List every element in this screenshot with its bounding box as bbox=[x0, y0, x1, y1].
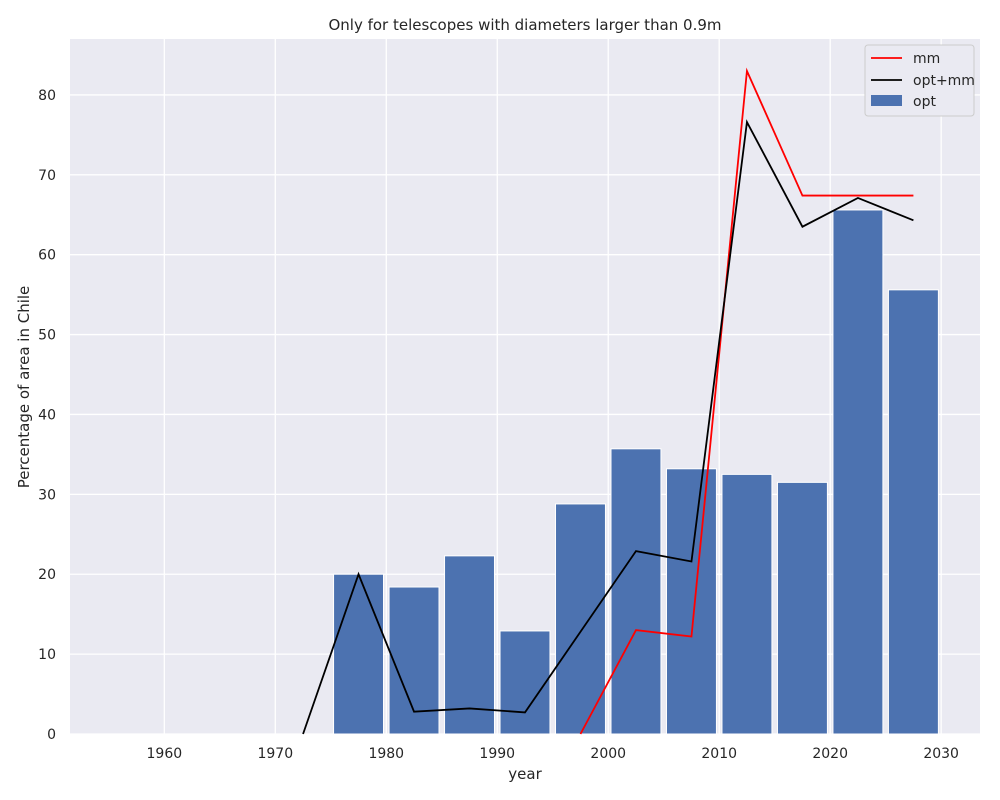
y-tick-label: 0 bbox=[47, 727, 56, 743]
x-tick-label: 2030 bbox=[923, 746, 959, 762]
x-tick-label: 1980 bbox=[368, 746, 404, 762]
bar-opt bbox=[610, 448, 662, 735]
y-tick-label: 10 bbox=[38, 647, 56, 663]
legend-swatch-opt bbox=[871, 95, 902, 106]
bar-opt bbox=[887, 289, 939, 735]
x-axis-label: year bbox=[508, 765, 542, 783]
bar-opt bbox=[555, 503, 606, 735]
y-tick-label: 30 bbox=[38, 487, 56, 503]
y-tick-label: 60 bbox=[38, 248, 56, 264]
legend: mm opt+mm opt bbox=[864, 44, 975, 117]
legend-label-opt: opt bbox=[913, 94, 936, 110]
y-axis-ticks: 0 10 20 30 40 50 60 70 80 bbox=[38, 88, 56, 743]
legend-label-opt-mm: opt+mm bbox=[913, 73, 975, 89]
y-tick-label: 40 bbox=[38, 407, 56, 423]
x-tick-label: 2020 bbox=[812, 746, 848, 762]
x-tick-label: 1970 bbox=[257, 746, 293, 762]
y-axis-label: Percentage of area in Chile bbox=[15, 286, 33, 489]
y-tick-label: 20 bbox=[38, 567, 56, 583]
bar-opt bbox=[499, 630, 551, 735]
x-tick-label: 2010 bbox=[701, 746, 737, 762]
y-tick-label: 80 bbox=[38, 88, 56, 104]
legend-label-mm: mm bbox=[913, 51, 940, 67]
line-series bbox=[302, 67, 914, 735]
bar-opt bbox=[721, 473, 773, 735]
y-tick-label: 70 bbox=[38, 168, 56, 184]
bar-opt bbox=[665, 468, 717, 735]
bar-opt bbox=[333, 573, 385, 735]
plot-area bbox=[70, 39, 980, 734]
x-tick-label: 1990 bbox=[479, 746, 515, 762]
bar-opt bbox=[776, 481, 828, 735]
bar-series-opt bbox=[333, 209, 939, 735]
bar-opt bbox=[444, 555, 495, 735]
line-opt-mm bbox=[302, 119, 914, 735]
bar-opt bbox=[832, 209, 884, 735]
x-axis-ticks: 1960 1970 1980 1990 2000 2010 2020 2030 bbox=[147, 746, 959, 762]
x-tick-label: 2000 bbox=[590, 746, 626, 762]
chart-title: Only for telescopes with diameters large… bbox=[328, 16, 721, 34]
x-tick-label: 1960 bbox=[147, 746, 183, 762]
y-tick-label: 50 bbox=[38, 328, 56, 344]
line-mm bbox=[579, 67, 914, 735]
